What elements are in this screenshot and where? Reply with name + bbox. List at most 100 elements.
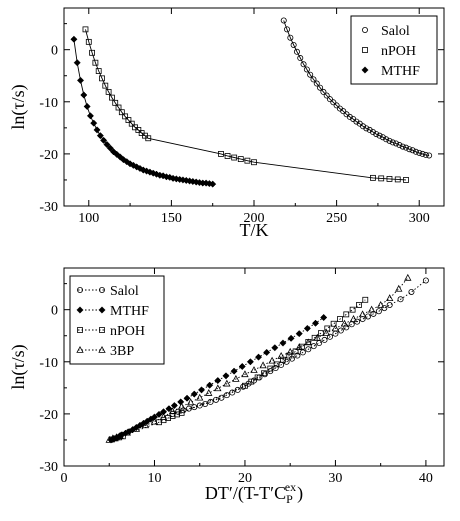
data-point-npoh	[105, 88, 112, 95]
data-point-mthf	[93, 126, 101, 134]
y-tick-label: -20	[39, 408, 58, 423]
data-point-mthf	[230, 367, 238, 375]
data-point-mthf	[209, 180, 217, 188]
data-point-salol	[218, 394, 225, 401]
legend-marker-3bp	[98, 345, 106, 353]
data-point-salol	[412, 148, 419, 155]
legend-label-mthf: MTHF	[110, 304, 149, 319]
data-point-npoh	[356, 302, 362, 308]
data-point-salol	[297, 55, 304, 62]
data-point-salol	[305, 346, 312, 353]
series-line-npoh	[111, 299, 366, 440]
data-point-3bp	[177, 402, 186, 410]
data-point-mthf	[133, 163, 141, 171]
legend-label-3bp: 3BP	[110, 344, 134, 359]
data-point-npoh	[118, 109, 125, 116]
data-point-3bp	[340, 319, 349, 327]
data-point-mthf	[303, 324, 311, 332]
data-point-salol	[402, 144, 409, 151]
legend-marker-salol	[77, 286, 84, 293]
data-point-npoh	[115, 104, 122, 111]
data-point-salol	[369, 129, 376, 136]
data-point-npoh	[267, 365, 274, 372]
data-point-mthf	[222, 372, 230, 380]
data-point-salol	[284, 26, 291, 33]
data-point-npoh	[254, 374, 261, 381]
legend-box	[69, 275, 165, 365]
y-tick-label: -30	[39, 200, 58, 215]
data-point-salol	[307, 71, 314, 78]
data-point-npoh	[403, 177, 409, 183]
data-point-salol	[280, 17, 287, 24]
legend-marker-mthf	[76, 306, 84, 314]
data-point-mthf	[155, 410, 163, 418]
data-point-3bp	[159, 412, 168, 420]
data-point-salol	[406, 146, 413, 153]
data-point-npoh	[273, 361, 280, 368]
data-point-npoh	[85, 38, 92, 45]
data-point-3bp	[313, 333, 322, 341]
data-point-mthf	[76, 76, 85, 84]
data-point-3bp	[376, 300, 385, 308]
data-point-salol	[426, 152, 433, 159]
series-line-npoh	[85, 29, 407, 181]
data-point-npoh	[231, 154, 238, 161]
data-point-3bp	[268, 356, 276, 364]
data-point-npoh	[89, 49, 95, 56]
data-point-npoh	[102, 82, 109, 89]
data-point-3bp	[277, 352, 285, 359]
data-point-salol	[375, 308, 382, 315]
data-point-mthf	[70, 35, 78, 43]
data-point-npoh	[82, 26, 89, 33]
data-point-mthf	[279, 339, 287, 347]
data-point-npoh	[286, 352, 293, 359]
data-point-mthf	[96, 132, 104, 140]
data-point-npoh	[128, 120, 135, 127]
data-point-salol	[399, 143, 406, 150]
data-point-salol	[196, 402, 203, 409]
data-point-salol	[317, 84, 324, 91]
data-point-salol	[234, 386, 241, 393]
x-axis-label: DT′/(T-T′CPex)	[205, 480, 303, 506]
data-point-salol	[310, 343, 317, 350]
x-tick-label: 30	[328, 471, 342, 486]
data-point-npoh	[145, 135, 152, 142]
data-point-npoh	[178, 409, 185, 416]
data-point-salol	[422, 151, 429, 158]
series-line-salol	[172, 280, 427, 415]
data-point-mthf	[311, 319, 320, 327]
data-point-salol	[363, 125, 370, 132]
legend-marker-salol	[99, 286, 106, 293]
bottom-chart: 0 10 20 30 40 0 -10 -20 -30 ln(τ/s) DT′/(T-T′CPex)…	[8, 267, 445, 506]
y-tick-label: -20	[39, 148, 58, 163]
legend-marker-npoh	[99, 327, 105, 333]
data-point-salol	[316, 340, 323, 347]
data-point-salol	[303, 66, 310, 73]
data-point-salol	[313, 80, 320, 87]
data-point-npoh	[370, 174, 376, 181]
data-point-3bp	[259, 361, 267, 369]
legend-marker-3bp	[76, 345, 84, 353]
data-point-3bp	[322, 329, 331, 336]
data-point-3bp	[186, 398, 195, 406]
data-point-npoh	[218, 150, 224, 157]
data-point-3bp	[132, 424, 141, 432]
data-point-salol	[386, 301, 393, 308]
data-point-3bp	[150, 417, 159, 425]
y-tick-label: -10	[39, 356, 58, 371]
data-point-salol	[323, 92, 330, 99]
data-point-mthf	[106, 144, 114, 152]
data-point-3bp	[395, 284, 403, 292]
data-point-mthf	[116, 153, 124, 161]
data-point-mthf	[159, 408, 168, 416]
data-point-salol	[321, 336, 328, 343]
plot-area	[105, 273, 429, 444]
legend-label-salol: Salol	[381, 24, 410, 39]
data-point-mthf	[80, 91, 88, 99]
data-point-salol	[396, 142, 403, 149]
data-point-salol	[287, 34, 294, 41]
data-point-mthf	[165, 405, 173, 413]
data-point-salol	[397, 296, 404, 303]
data-point-npoh	[362, 296, 369, 303]
